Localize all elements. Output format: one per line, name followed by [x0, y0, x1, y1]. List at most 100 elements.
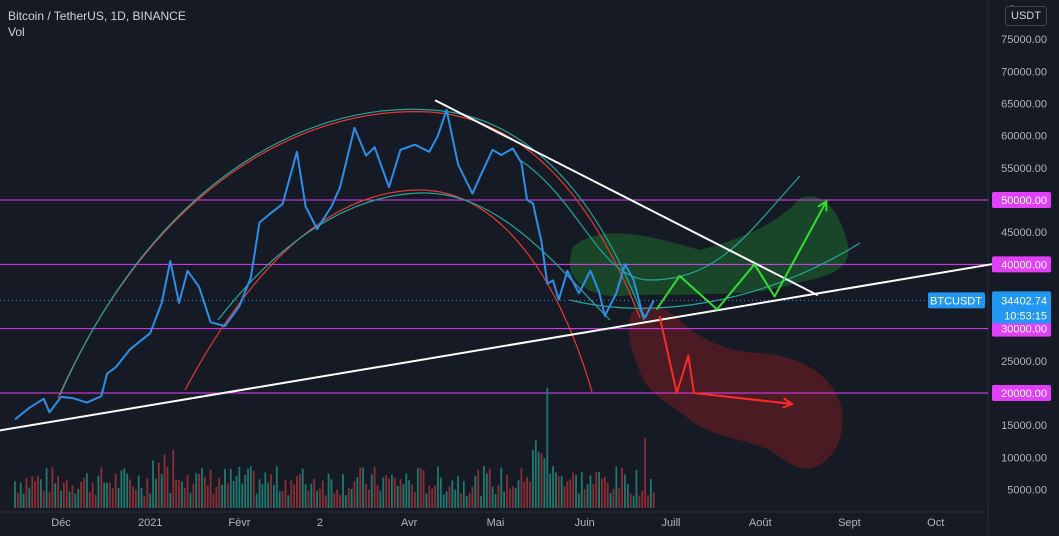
- volume-bar: [638, 495, 641, 508]
- volume-bar: [485, 473, 488, 508]
- volume-bar: [589, 475, 592, 508]
- volume-bar: [511, 486, 514, 508]
- volume-bar: [114, 473, 117, 508]
- volume-bar: [100, 467, 103, 508]
- currency-badge[interactable]: USDT: [1005, 6, 1047, 26]
- volume-bar: [304, 484, 307, 508]
- volume-bar: [350, 489, 353, 508]
- volume-bar: [65, 479, 68, 508]
- volume-bar: [523, 481, 526, 508]
- volume-bar: [94, 494, 97, 508]
- volume-bar: [226, 483, 229, 508]
- falling-trendline: [434, 99, 819, 297]
- volume-bar: [103, 482, 106, 508]
- volume-bar: [195, 473, 198, 508]
- projection-arrows[interactable]: [655, 199, 828, 409]
- volume-bar: [414, 491, 416, 508]
- price-tick: 5000.00: [1007, 484, 1047, 496]
- volume-bar: [408, 480, 411, 508]
- symbol-title[interactable]: Bitcoin / TetherUS, 1D, BINANCE: [8, 9, 186, 23]
- volume-bar: [319, 488, 321, 508]
- volume-bar: [437, 466, 439, 508]
- price-tick: 60000.00: [1001, 131, 1047, 143]
- volume-bar: [172, 449, 175, 508]
- volume-bar: [572, 472, 575, 508]
- volume-bar: [422, 470, 425, 508]
- time-tick: Juill: [662, 517, 681, 529]
- volume-bar: [583, 489, 586, 508]
- volume-bar: [434, 485, 436, 508]
- volume-bar: [209, 469, 212, 508]
- volume-bar: [474, 475, 477, 508]
- volume-bar: [333, 492, 336, 508]
- time-axis[interactable]: Déc 2021 Févr 2 Avr Mai Juin Juill Août Sept Oct: [51, 517, 944, 529]
- volume-bar: [356, 477, 359, 508]
- horizontal-levels[interactable]: [0, 199, 988, 394]
- volume-bars: [14, 388, 655, 508]
- volume-bar: [647, 495, 649, 508]
- volume-bar: [143, 495, 146, 508]
- bearish-zone: [628, 306, 843, 469]
- volume-bar: [258, 479, 261, 508]
- volume-bar: [526, 476, 529, 508]
- volume-bar: [224, 468, 226, 508]
- volume-bar: [275, 466, 278, 508]
- time-tick: Août: [749, 517, 772, 529]
- volume-bar: [385, 474, 388, 508]
- volume-bar: [264, 472, 267, 508]
- volume-bar: [609, 493, 612, 508]
- bullish-projection-arrow-head: [817, 199, 828, 212]
- bearish-projection-arrow: [658, 315, 793, 405]
- volume-bar: [22, 493, 25, 508]
- volume-bar: [391, 474, 393, 508]
- trendlines[interactable]: [0, 99, 1023, 438]
- cup-teal-arc: [519, 159, 801, 281]
- price-axis[interactable]: 875000.0070000.0065000.0060000.0055000.0…: [928, 4, 1051, 496]
- volume-bar: [189, 492, 192, 508]
- volume-bar: [560, 475, 563, 508]
- volume-bar: [77, 488, 80, 508]
- volume-bar: [621, 467, 623, 508]
- volume-bar: [506, 474, 508, 508]
- volume-bar: [324, 495, 327, 508]
- volume-bar: [399, 478, 402, 508]
- volume-bar: [123, 468, 126, 508]
- volume-bar: [477, 469, 480, 508]
- level-label-bg: [992, 385, 1051, 401]
- volume-bar: [569, 479, 572, 508]
- volume-bar: [382, 477, 385, 508]
- outer-teal-arc: [59, 108, 645, 396]
- volume-bar: [336, 489, 339, 508]
- volume-label[interactable]: Vol: [8, 25, 25, 39]
- volume-bar: [615, 466, 618, 508]
- volume-bar: [238, 466, 241, 508]
- volume-bar: [644, 438, 647, 508]
- volume-bar: [402, 484, 405, 508]
- price-series: [0, 108, 988, 421]
- volume-bar: [624, 474, 626, 508]
- volume-bar: [192, 483, 195, 508]
- volume-bar: [448, 486, 451, 508]
- volume-bar: [606, 482, 609, 508]
- volume-bar: [111, 488, 114, 508]
- last-price-tag-bg: [992, 291, 1051, 324]
- outer-red-arc: [57, 111, 641, 399]
- volume-bar: [270, 474, 272, 508]
- volume-bar: [471, 486, 474, 508]
- time-tick: Oct: [927, 517, 944, 529]
- volume-bar: [483, 466, 485, 508]
- price-tick: 10000.00: [1001, 452, 1047, 464]
- volume-bar: [307, 490, 310, 508]
- volume-bar: [537, 451, 540, 508]
- volume-bar: [278, 491, 281, 508]
- volume-bar: [281, 490, 284, 508]
- volume-bar: [359, 467, 362, 508]
- time-tick: Déc: [51, 517, 71, 529]
- price-tick: 65000.00: [1001, 99, 1047, 111]
- volume-bar: [287, 495, 290, 508]
- volume-bar: [327, 473, 330, 508]
- volume-bar: [88, 491, 91, 508]
- volume-bar: [439, 477, 442, 508]
- volume-bar: [140, 487, 143, 508]
